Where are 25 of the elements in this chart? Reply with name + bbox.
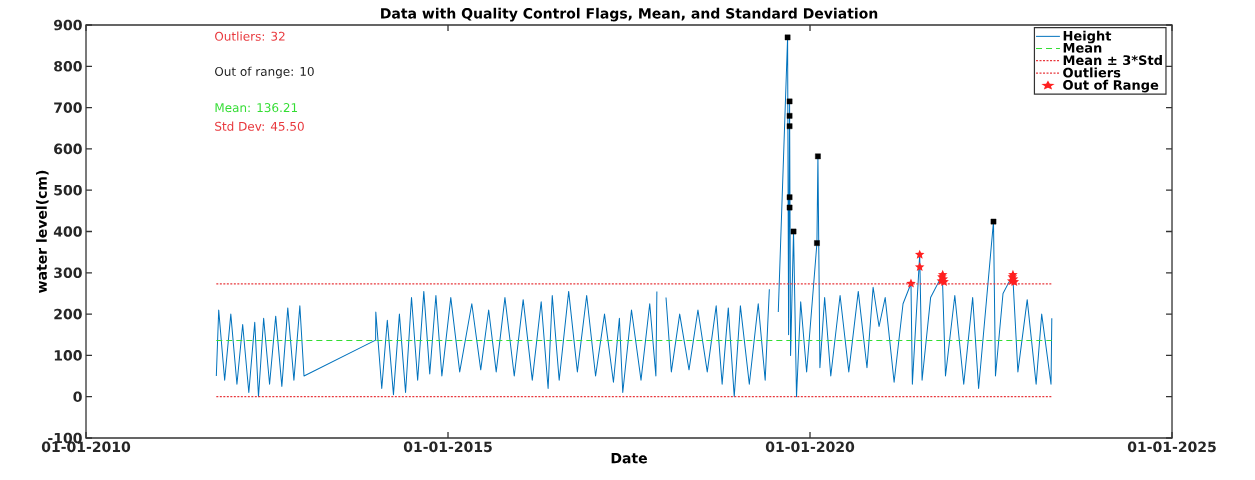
annotation: Out of range: 10: [215, 66, 314, 79]
y-tick-label: 600: [54, 143, 82, 155]
y-tick-label: 500: [54, 184, 82, 196]
x-tick-label: 01-01-2020: [765, 441, 855, 453]
x-axis-title: Date: [611, 452, 647, 464]
y-tick-label: 900: [53, 19, 82, 31]
legend-label: Height: [1063, 30, 1112, 44]
y-axis-title: water level(cm): [36, 170, 49, 293]
y-tick-label: 800: [54, 61, 82, 72]
y-tick-label: 700: [54, 102, 82, 113]
y-tick-label: 100: [54, 350, 82, 361]
legend-label: Mean ± 3*Std: [1063, 55, 1162, 66]
y-tick-label: 200: [54, 308, 82, 320]
annotation: Outliers: 32: [215, 31, 285, 41]
legend-label: Outliers: [1063, 67, 1121, 78]
legend-label: Mean: [1063, 43, 1102, 53]
y-tick-label: 0: [73, 391, 82, 402]
annotation: Std Dev: 45.50: [215, 121, 304, 131]
x-tick-label: 01-01-2015: [403, 441, 492, 453]
legend-label: Out of Range: [1063, 79, 1159, 93]
y-tick-label: 400: [53, 226, 82, 237]
chart-title: Data with Quality Control Flags, Mean, and Standard Deviation: [381, 7, 878, 22]
y-tick-label: 300: [54, 267, 82, 279]
annotation: Mean: 136.21: [215, 103, 298, 113]
x-tick-label: 01-01-2025: [1127, 441, 1216, 453]
